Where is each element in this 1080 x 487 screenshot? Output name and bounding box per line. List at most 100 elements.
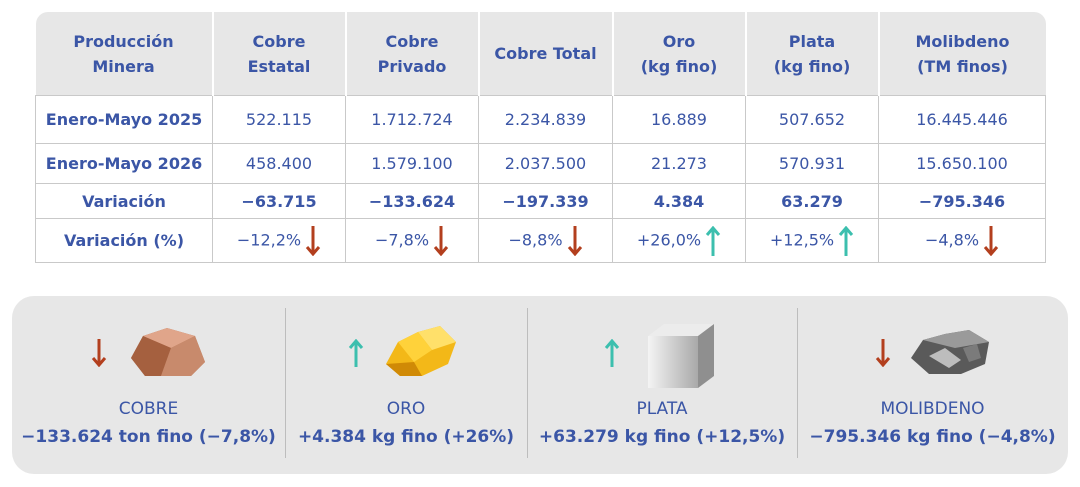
mineral-icon [12,318,285,388]
column-header: Cobre Total [477,12,613,96]
cell-text: −7,8% [374,230,430,249]
cell: 458.400 [212,143,346,184]
mineral-icon [527,318,797,388]
mineral-name: COBRE [118,399,179,419]
mineral-detail: +4.384 kg fino (+26%) [297,427,515,447]
cell: 21.273 [612,143,746,184]
cell-text: −63.715 [241,191,317,211]
mineral-image [130,328,205,376]
cell-text: −197.339 [502,191,589,211]
cell-text: 522.115 [245,110,313,129]
cell: 16.889 [612,95,746,144]
cell: 15.650.100 [878,143,1046,184]
mineral-detail: +63.279 kg fino (+12,5%) [538,427,786,447]
cell-text: −4,8% [924,230,980,249]
table-row: Enero-Mayo 2026 458.400 1.579.100 2.037.500… [35,143,1046,184]
trend-arrow [305,225,321,256]
cell: −8,8% [478,218,613,263]
cell: −133.624 [345,183,479,219]
cell: 4.384 [612,183,746,219]
table-row: Variación (%) −12,2% −7,8% −8,8% +26,0% +12,5… [35,218,1046,263]
cell-text: +12,5% [769,230,835,249]
cell-text: 1.712.724 [371,110,453,129]
divider [285,308,286,458]
cell-text: +26,0% [636,230,702,249]
row-header: Variación [35,183,213,219]
trend-arrow [348,339,364,367]
cell-text: 63.279 [781,191,843,211]
cell: +26,0% [612,218,746,263]
trend-arrow [91,339,106,367]
mineral-icon [285,318,527,388]
cell-text: 16.445.446 [916,110,1008,129]
mineral-icon [797,318,1068,388]
summary-item: ORO +4.384 kg fino (+26%) [285,296,527,474]
cell: 63.279 [745,183,879,219]
cell: −197.339 [478,183,613,219]
trend-arrow [433,225,449,256]
cell-text: −133.624 [368,191,456,211]
cell-text: 2.037.500 [504,154,587,173]
cell-text: Variación [82,191,166,211]
cell-text: 4.384 [653,191,705,211]
trend-arrow [875,339,890,367]
cell-text: −8,8% [508,230,563,249]
mineral-detail: −795.346 kg fino (−4,8%) [809,427,1056,447]
mineral-image [648,324,714,388]
production-table: Producción Minera Cobre Estatal Cobre Priv… [35,12,1046,263]
table-body: Enero-Mayo 2025 522.115 1.712.724 2.234.839… [35,95,1046,263]
column-header: Cobre Privado [344,12,479,96]
cell-text: 2.234.839 [504,110,587,129]
divider [527,308,528,458]
mineral-name: MOLIBDENO [880,399,985,419]
cell: −795.346 [878,183,1046,219]
cell: 570.931 [745,143,879,184]
mineral-name: PLATA [636,399,688,419]
cell-text: 1.579.100 [371,154,453,173]
mineral-image [386,326,456,376]
cell: −7,8% [345,218,479,263]
trend-arrow [983,225,999,256]
column-header: Producción Minera [35,12,213,96]
mineral-detail: −133.624 ton fino (−7,8%) [21,427,276,447]
cell: 522.115 [212,95,346,144]
cell-text: 570.931 [778,154,846,173]
summary-item: COBRE −133.624 ton fino (−7,8%) [12,296,285,474]
row-header: Enero-Mayo 2026 [35,143,213,184]
cell-text: −795.346 [918,191,1006,211]
mineral-name: ORO [386,399,426,419]
cell: 1.579.100 [345,143,479,184]
cell-text: 507.652 [778,110,846,129]
cell: 16.445.446 [878,95,1046,144]
cell: −4,8% [878,218,1046,263]
cell: −12,2% [212,218,346,263]
column-header: Cobre Estatal [211,12,346,96]
summary-item: PLATA +63.279 kg fino (+12,5%) [527,296,797,474]
cell-text: −12,2% [236,230,302,249]
column-header: Oro (kg fino) [611,12,746,96]
row-header: Enero-Mayo 2025 [35,95,213,144]
cell-text: Variación (%) [63,231,185,250]
cell: 1.712.724 [345,95,479,144]
cell: 2.037.500 [478,143,613,184]
trend-arrow [604,339,620,367]
cell: −63.715 [212,183,346,219]
cell-text: 15.650.100 [916,154,1008,173]
cell-text: 21.273 [651,154,707,173]
trend-arrow [838,225,854,256]
cell: 2.234.839 [478,95,613,144]
trend-arrow [567,225,582,256]
cell-text: 16.889 [651,110,707,129]
summary-item: MOLIBDENO −795.346 kg fino (−4,8%) [797,296,1068,474]
header-row: Producción Minera Cobre Estatal Cobre Priv… [35,12,1046,96]
cell-text: Enero-Mayo 2026 [45,154,203,173]
column-header: Molibdeno (TM finos) [877,12,1046,96]
mineral-image [910,330,989,374]
table-row: Variación −63.715 −133.624 −197.339 4.384 63.… [35,183,1046,219]
column-header: Plata (kg fino) [744,12,879,96]
divider [797,308,798,458]
row-header: Variación (%) [35,218,213,263]
cell: 507.652 [745,95,879,144]
cell-text: Enero-Mayo 2025 [45,110,203,129]
trend-arrow [705,225,721,256]
